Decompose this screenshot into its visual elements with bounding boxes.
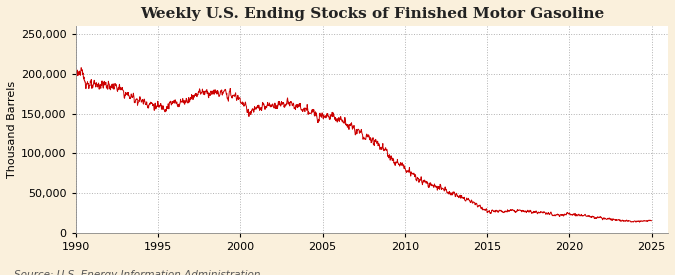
Text: Source: U.S. Energy Information Administration: Source: U.S. Energy Information Administ… [14,271,260,275]
Y-axis label: Thousand Barrels: Thousand Barrels [7,81,17,178]
Title: Weekly U.S. Ending Stocks of Finished Motor Gasoline: Weekly U.S. Ending Stocks of Finished Mo… [140,7,604,21]
